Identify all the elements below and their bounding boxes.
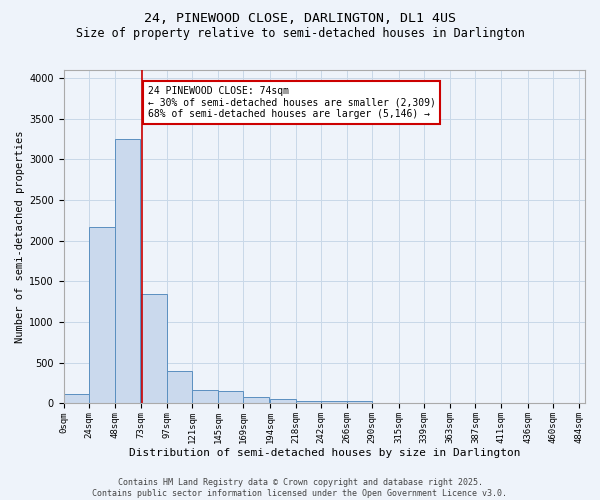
Bar: [167, 371, 193, 404]
Text: Contains HM Land Registry data © Crown copyright and database right 2025.
Contai: Contains HM Land Registry data © Crown c…: [92, 478, 508, 498]
Y-axis label: Number of semi-detached properties: Number of semi-detached properties: [15, 130, 25, 343]
Text: 24, PINEWOOD CLOSE, DARLINGTON, DL1 4US: 24, PINEWOOD CLOSE, DARLINGTON, DL1 4US: [144, 12, 456, 26]
Bar: [142, 294, 167, 404]
Bar: [89, 227, 115, 404]
Bar: [296, 400, 321, 404]
Bar: [218, 391, 244, 404]
Text: Size of property relative to semi-detached houses in Darlington: Size of property relative to semi-detach…: [76, 28, 524, 40]
Bar: [347, 401, 372, 404]
Bar: [64, 394, 89, 404]
Bar: [115, 139, 140, 404]
Bar: [193, 390, 218, 404]
Text: 24 PINEWOOD CLOSE: 74sqm
← 30% of semi-detached houses are smaller (2,309)
68% o: 24 PINEWOOD CLOSE: 74sqm ← 30% of semi-d…: [148, 86, 436, 120]
Bar: [270, 399, 296, 404]
Bar: [321, 402, 347, 404]
Bar: [244, 397, 269, 404]
X-axis label: Distribution of semi-detached houses by size in Darlington: Distribution of semi-detached houses by …: [128, 448, 520, 458]
